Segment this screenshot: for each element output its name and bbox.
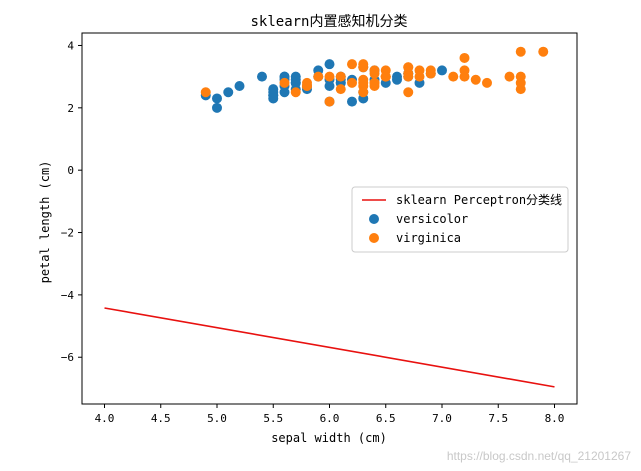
legend-label-versicolor: versicolor [396,212,468,226]
data-point-virginica [403,71,414,82]
data-point-virginica [347,77,357,88]
legend-label-line: sklearn Perceptron分类线 [396,193,562,207]
data-point-virginica [369,77,380,88]
data-point-virginica [324,71,335,82]
data-point-versicolor [392,71,402,82]
data-point-virginica [335,71,346,82]
y-axis-label: petal length (cm) [38,161,52,284]
data-point-versicolor [324,81,335,91]
legend-box [351,186,569,253]
x-tick-label: 4.5 [151,412,171,425]
data-point-virginica [515,71,526,82]
x-tick-label: 7.0 [432,412,452,425]
data-point-virginica [313,71,324,82]
data-point-virginica [358,59,369,70]
y-tick-label: −2 [61,227,74,240]
data-point-virginica [324,96,335,107]
x-tick-label: 4.0 [95,412,115,425]
data-point-virginica [515,46,526,57]
x-tick-label: 5.0 [207,412,227,425]
scatter-points-layer [200,46,549,113]
data-point-virginica [425,68,436,79]
perceptron-decision-line [104,307,555,388]
data-point-versicolor [234,81,245,91]
data-point-versicolor [347,96,357,107]
data-point-virginica [459,71,470,82]
x-axis-label: sepal width (cm) [271,431,387,445]
data-point-versicolor [212,102,222,113]
x-tick-label: 5.5 [263,412,283,425]
watermark-text: https://blog.csdn.net/qq_21201267 [446,449,631,463]
legend-marker-versicolor [369,214,379,224]
y-axis-ticks: 4 2 0 −2 −4 −6 [61,39,82,364]
data-point-virginica [459,52,470,63]
x-tick-label: 8.0 [545,412,565,425]
data-point-versicolor [257,71,267,82]
data-point-virginica [290,87,301,98]
data-point-virginica [482,77,492,88]
legend: sklearn Perceptron分类线 versicolor virgini… [351,186,569,253]
data-point-virginica [279,77,290,88]
x-tick-label: 6.5 [376,412,396,425]
y-tick-label: −6 [61,351,74,364]
data-point-virginica [380,71,391,82]
data-point-virginica [302,81,312,91]
legend-label-virginica: virginica [396,231,461,245]
y-tick-label: 0 [67,164,74,177]
data-point-versicolor [437,65,447,76]
data-point-virginica [369,68,380,79]
data-point-virginica [358,87,369,98]
data-point-virginica [538,46,549,57]
data-point-virginica [403,62,414,73]
y-tick-label: −4 [61,289,75,302]
data-point-versicolor [324,59,335,70]
data-point-virginica [414,65,425,76]
data-point-virginica [470,74,481,85]
x-tick-label: 7.5 [488,412,508,425]
data-point-virginica [347,59,357,70]
data-point-versicolor [212,93,222,104]
y-tick-label: 2 [67,102,74,115]
x-axis-ticks: 4.0 4.5 5.0 5.5 6.0 6.5 7.0 7.5 8.0 [95,404,565,425]
data-point-virginica [335,84,346,95]
data-point-virginica [358,77,369,88]
data-point-versicolor [223,87,234,98]
data-point-virginica [200,87,211,98]
data-point-virginica [504,71,515,82]
data-point-versicolor [268,84,279,95]
chart-title: sklearn内置感知机分类 [250,13,407,30]
x-tick-label: 6.0 [320,412,340,425]
data-point-versicolor [290,77,301,88]
y-tick-label: 4 [67,39,74,52]
data-point-virginica [448,71,459,82]
decision-line-layer [104,307,555,388]
data-point-virginica [403,87,414,98]
legend-marker-virginica [369,233,379,243]
